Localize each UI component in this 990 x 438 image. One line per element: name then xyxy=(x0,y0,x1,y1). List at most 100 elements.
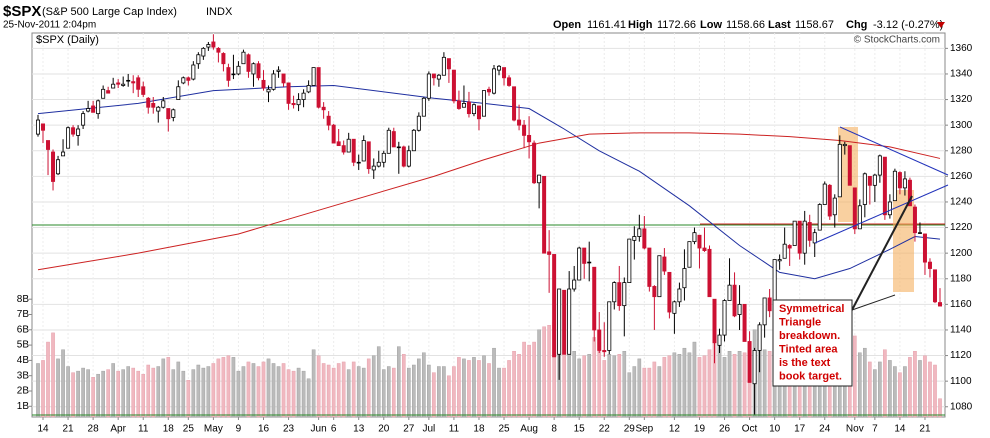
candle-body xyxy=(431,73,436,79)
candle-body xyxy=(226,67,231,81)
volume-bar xyxy=(181,370,186,418)
x-tick-label: 14 xyxy=(37,424,49,435)
candle-body xyxy=(201,47,206,57)
volume-bar xyxy=(296,367,301,418)
candle-body xyxy=(602,350,607,353)
candle-body xyxy=(476,105,481,120)
candle-body xyxy=(922,233,927,263)
volume-bar xyxy=(141,373,146,418)
volume-bar xyxy=(472,357,476,418)
y-tick-label: 1240 xyxy=(950,197,973,208)
candle-body xyxy=(657,255,662,298)
moving-averages xyxy=(37,84,941,280)
volume-bar xyxy=(246,361,251,418)
volume-bar xyxy=(366,358,371,418)
candle-body xyxy=(592,266,597,331)
candle-body xyxy=(627,238,632,284)
volume-bar xyxy=(51,332,55,418)
volume-bar xyxy=(762,349,767,418)
volume-bar xyxy=(497,367,501,418)
volume-bar xyxy=(532,341,536,418)
quote-label: Open xyxy=(553,19,581,31)
exchange: INDX xyxy=(206,6,233,18)
candle-body xyxy=(642,228,647,249)
candle-body xyxy=(817,204,822,231)
candle-body xyxy=(136,77,141,90)
target-tint xyxy=(893,190,914,292)
candle-body xyxy=(131,81,136,84)
quote-label: High xyxy=(628,19,653,31)
y-tick-label: 1340 xyxy=(950,69,973,80)
quote-value: 1158.66 xyxy=(726,19,765,31)
pointer xyxy=(851,195,913,311)
copyright: © StockCharts.com xyxy=(854,35,940,46)
volume-bar xyxy=(131,367,136,418)
candle-body xyxy=(552,254,557,358)
volume-bar xyxy=(667,355,672,418)
volume-bar xyxy=(381,369,386,418)
volume-bar xyxy=(156,366,161,418)
candle-body xyxy=(837,143,842,198)
candle-body xyxy=(852,187,857,230)
volume-bar xyxy=(732,354,737,418)
volume-bar xyxy=(351,361,356,418)
candle-body xyxy=(687,241,692,268)
volume-bar xyxy=(171,369,176,418)
candle-body xyxy=(421,97,426,117)
volume-bar xyxy=(587,354,592,418)
candle-body xyxy=(86,108,91,112)
candle-body xyxy=(66,127,71,149)
candle-body xyxy=(582,247,587,264)
volume-bar xyxy=(206,366,211,418)
candle-body xyxy=(877,155,882,176)
quote-label: Last xyxy=(768,19,791,31)
y2-tick-label: 1B xyxy=(17,401,30,412)
volume-bar xyxy=(938,398,942,418)
candle-body xyxy=(336,141,341,147)
volume-bar xyxy=(96,373,100,418)
candle-body xyxy=(607,301,612,351)
x-tick-label: 22 xyxy=(599,424,611,435)
volume-bar xyxy=(512,351,516,418)
volume-bar xyxy=(56,358,60,418)
quote-label: Low xyxy=(700,19,722,31)
candle-body xyxy=(532,142,537,184)
candle-body xyxy=(316,67,321,108)
volume-bar xyxy=(507,360,511,418)
note-line: breakdown. xyxy=(779,330,840,342)
volume-bar xyxy=(281,363,286,418)
candle-body xyxy=(787,245,792,249)
volume-bar xyxy=(371,355,376,418)
candle-body xyxy=(306,85,311,93)
candle-body xyxy=(492,68,497,94)
candle-body xyxy=(376,161,381,167)
x-tick-label: Aug xyxy=(520,424,538,435)
candle-body xyxy=(652,286,657,298)
note-line: Tinted area xyxy=(779,343,838,355)
candle-body xyxy=(341,145,346,153)
volume-bar xyxy=(101,370,105,418)
volume-bar xyxy=(923,355,927,418)
candle-body xyxy=(486,88,491,93)
candle-body xyxy=(882,156,887,216)
volume-bar xyxy=(437,366,441,418)
candle-body xyxy=(827,184,832,217)
volume-bar xyxy=(467,360,471,418)
candle-body xyxy=(632,236,637,241)
volume-bar xyxy=(677,354,682,418)
volume-bar xyxy=(146,364,151,418)
volume-bar xyxy=(326,364,331,418)
candle-body xyxy=(742,303,747,342)
volume-bar xyxy=(427,364,431,418)
x-tick-label: 25 xyxy=(498,424,510,435)
candle-body xyxy=(567,288,572,355)
candle-body xyxy=(461,103,466,108)
x-tick-label: May xyxy=(204,424,223,435)
candle-body xyxy=(221,53,226,65)
candle-body xyxy=(396,146,401,149)
x-tick-label: 15 xyxy=(574,424,586,435)
volume-bar xyxy=(442,366,446,418)
candle-body xyxy=(597,329,602,351)
volume-bar xyxy=(61,349,65,418)
